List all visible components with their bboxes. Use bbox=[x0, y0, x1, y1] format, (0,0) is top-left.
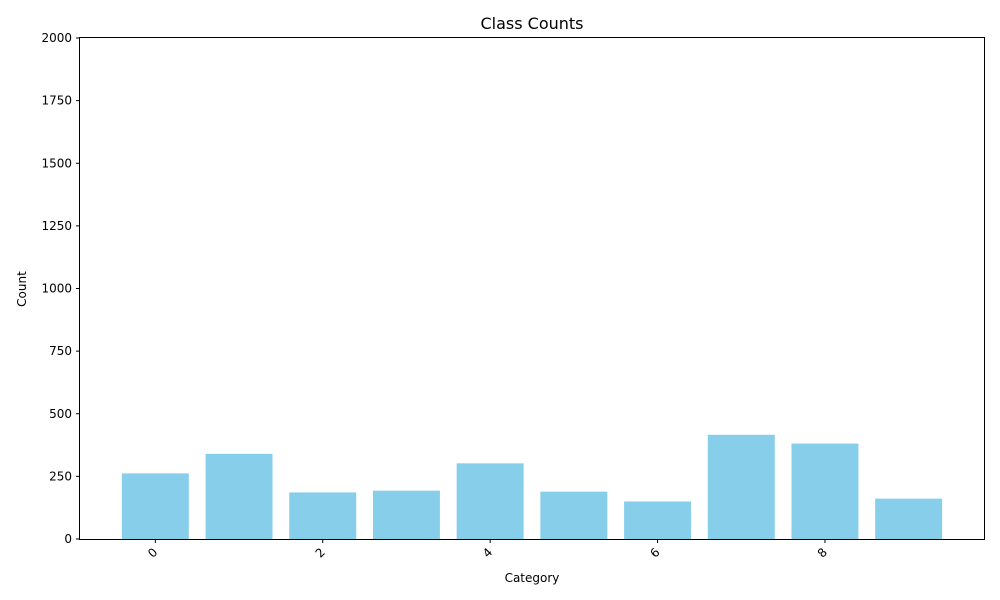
y-axis-ticks: 0 250 500 750 1000 1250 1500 1750 2000 bbox=[41, 31, 80, 546]
bar-7 bbox=[707, 434, 775, 539]
x-tick-label: 6 bbox=[647, 545, 662, 560]
x-tick-label: 2 bbox=[313, 545, 328, 560]
y-tick-label: 1250 bbox=[41, 219, 72, 233]
bar-3 bbox=[372, 490, 440, 539]
x-tick-label: 8 bbox=[815, 545, 830, 560]
x-axis-label: Category bbox=[505, 571, 560, 585]
bar-2 bbox=[289, 492, 357, 539]
y-tick-label: 500 bbox=[49, 407, 72, 421]
y-tick-label: 2000 bbox=[41, 31, 72, 45]
y-tick-label: 1000 bbox=[41, 282, 72, 296]
x-axis-ticks: 0 2 4 6 8 bbox=[145, 539, 830, 561]
x-tick-label: 0 bbox=[145, 545, 160, 560]
bar-9 bbox=[875, 498, 943, 539]
bars-group bbox=[121, 434, 943, 539]
chart-title: Class Counts bbox=[480, 14, 583, 33]
plot-frame bbox=[79, 37, 985, 540]
bar-4 bbox=[456, 463, 524, 539]
bar-6 bbox=[624, 501, 692, 539]
y-tick-label: 0 bbox=[64, 532, 72, 546]
y-tick-label: 1750 bbox=[41, 94, 72, 108]
bar-5 bbox=[540, 491, 608, 539]
y-tick-label: 250 bbox=[49, 469, 72, 483]
bar-8 bbox=[791, 443, 859, 539]
y-tick-label: 750 bbox=[49, 344, 72, 358]
y-axis-label: Count bbox=[15, 271, 29, 307]
x-tick-label: 4 bbox=[480, 545, 495, 560]
y-tick-label: 1500 bbox=[41, 156, 72, 170]
bar-1 bbox=[205, 453, 273, 539]
bar-0 bbox=[121, 473, 189, 539]
